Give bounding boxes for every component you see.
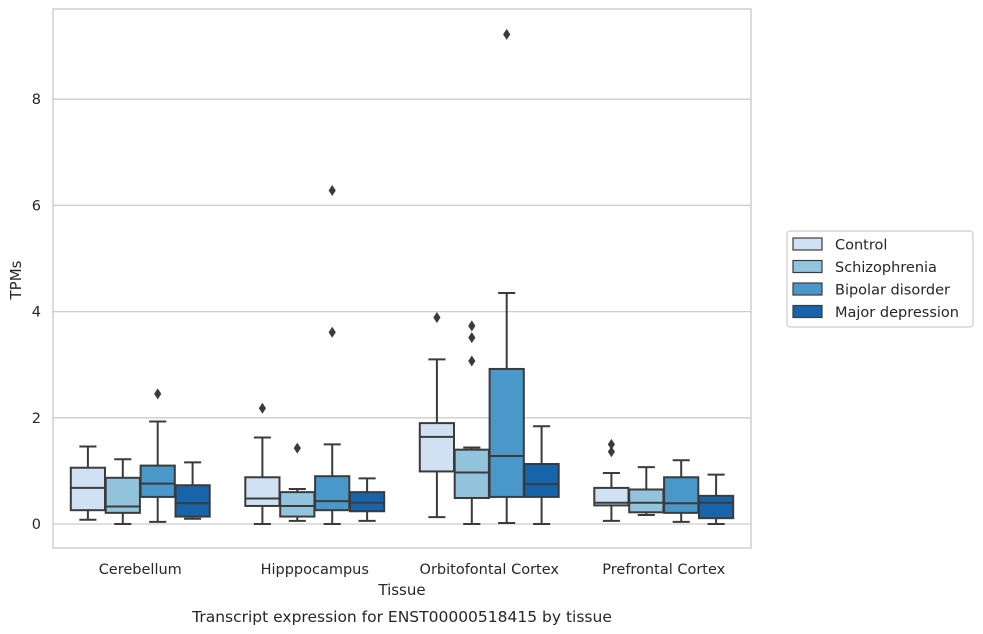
- y-tick-label: 2: [32, 411, 41, 427]
- outlier-point: [154, 388, 162, 400]
- outlier-point: [503, 28, 511, 40]
- legend-label: Control: [835, 238, 887, 254]
- box-major-depression: [697, 473, 735, 525]
- box-bipolar-disorder: [314, 185, 351, 525]
- outlier-point: [607, 438, 615, 450]
- outlier-point: [468, 355, 476, 367]
- x-tick-label: Hipppocampus: [261, 562, 369, 578]
- iqr-box: [314, 475, 351, 512]
- outlier-point: [468, 332, 476, 344]
- box-control: [69, 445, 107, 521]
- legend-swatch: [792, 237, 823, 251]
- y-axis-label: TPMs: [7, 260, 25, 300]
- box-control: [244, 402, 281, 525]
- iqr-box: [628, 488, 665, 514]
- iqr-box: [279, 491, 316, 518]
- box-bipolar-disorder: [663, 459, 700, 523]
- y-axis-ticks: 0 2 4 6 8: [32, 92, 41, 533]
- box-schizophrenia: [104, 458, 141, 525]
- iqr-box: [663, 476, 700, 514]
- box-schizophrenia: [628, 466, 665, 516]
- box-bipolar-disorder: [139, 388, 176, 523]
- iqr-box: [174, 484, 211, 518]
- box-major-depression: [348, 477, 386, 522]
- iqr-box: [453, 448, 490, 499]
- plot-area: [52, 8, 752, 549]
- legend-item: Schizophrenia: [792, 259, 937, 276]
- x-tick-label: Prefrontal Cortex: [602, 562, 725, 578]
- box-major-depression: [174, 461, 211, 520]
- y-tick-label: 8: [32, 92, 41, 108]
- iqr-box: [697, 494, 735, 520]
- legend-swatch: [792, 304, 823, 319]
- legend-swatch: [792, 282, 823, 296]
- iqr-box: [523, 462, 560, 498]
- box-groups: [69, 28, 735, 525]
- iqr-box: [69, 466, 107, 512]
- outlier-point: [293, 442, 301, 454]
- box-schizophrenia: [453, 320, 490, 525]
- outlier-point: [468, 320, 476, 332]
- box-control: [593, 438, 630, 522]
- legend-frame: [786, 230, 974, 328]
- outlier-point: [328, 326, 336, 338]
- iqr-box: [104, 476, 141, 514]
- outlier-point: [433, 311, 441, 323]
- iqr-box: [348, 491, 386, 513]
- iqr-box: [418, 422, 456, 473]
- legend-item: Control: [792, 237, 887, 254]
- legend-swatch: [792, 259, 823, 274]
- outlier-point: [258, 402, 266, 414]
- x-tick-label: Orbitofontal Cortex: [420, 562, 560, 578]
- box-control: [418, 311, 456, 519]
- chart-caption: Transcript expression for ENST0000051841…: [191, 608, 612, 626]
- x-tick-label: Cerebellum: [99, 562, 182, 578]
- x-axis-label: Tissue: [377, 581, 425, 599]
- box-major-depression: [523, 425, 560, 525]
- x-axis-ticks: Cerebellum Hipppocampus Orbitofontal Corte…: [99, 562, 726, 578]
- box-bipolar-disorder: [488, 28, 525, 524]
- y-tick-label: 4: [32, 305, 41, 321]
- iqr-box: [139, 464, 176, 498]
- legend: Control Schizophrenia Bipolar disorder Majo…: [786, 230, 974, 328]
- y-tick-label: 0: [32, 517, 41, 533]
- iqr-box: [244, 476, 281, 507]
- legend-label: Major depression: [835, 305, 959, 321]
- box-schizophrenia: [279, 442, 316, 522]
- outlier-point: [607, 446, 615, 458]
- gridlines: [53, 98, 751, 525]
- outlier-point: [328, 185, 336, 197]
- y-tick-label: 6: [32, 198, 41, 214]
- legend-label: Schizophrenia: [835, 260, 937, 276]
- legend-item: Bipolar disorder: [792, 282, 950, 299]
- legend-item: Major depression: [792, 304, 959, 321]
- iqr-box: [488, 367, 525, 498]
- legend-label: Bipolar disorder: [835, 283, 950, 299]
